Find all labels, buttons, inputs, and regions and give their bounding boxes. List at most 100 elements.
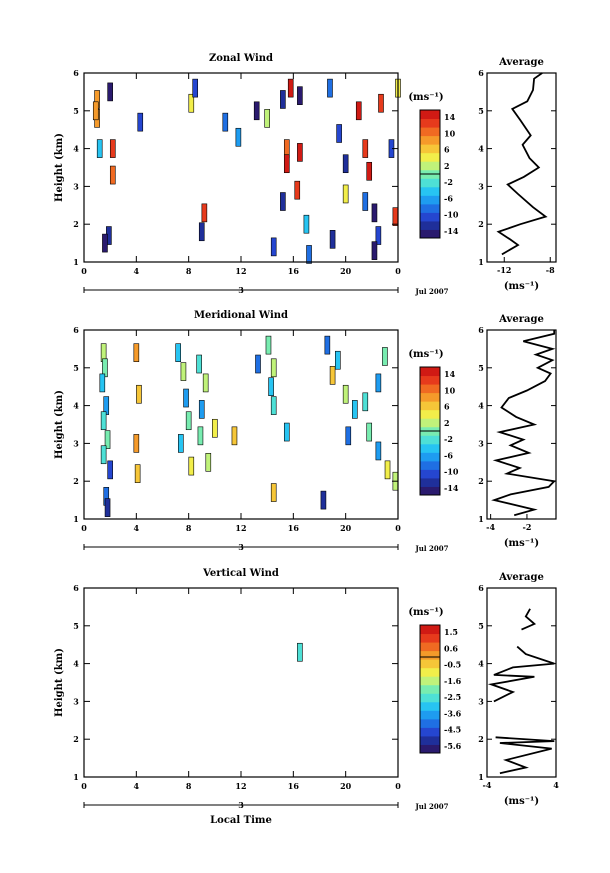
data-cell (294, 180, 301, 200)
colorbar-tick-label: -1.6 (444, 676, 462, 686)
y-tick-label: 3 (73, 438, 79, 448)
profile-line (491, 330, 557, 517)
profile-x-tick-label: 4 (553, 780, 559, 790)
x-tick-label: 0 (81, 781, 87, 791)
data-cell (375, 373, 382, 393)
average-profile: Average 1 2 3 4 5 6 -12 -8 (ms⁻¹) (478, 57, 557, 292)
colorbar-tick-label: -2.5 (444, 692, 461, 702)
data-cell (280, 192, 286, 211)
colorbar-swatch (420, 642, 440, 652)
colorbar-swatch (420, 676, 440, 686)
heatmap-cells (297, 642, 303, 662)
profile-y-tick-label: 3 (478, 181, 484, 191)
y-tick-label: 6 (73, 583, 79, 593)
colorbar-swatch (420, 220, 440, 230)
x-tick-label: 12 (235, 781, 246, 791)
profile-x-tick-label: -4 (483, 780, 492, 790)
colorbar-tick-label: 2 (444, 418, 450, 428)
colorbar-swatch (420, 161, 440, 171)
colorbar-tick-label: 6 (444, 402, 450, 412)
x-tick-label: 0 (395, 266, 401, 276)
data-cell (107, 460, 113, 480)
colorbar-swatch (420, 701, 440, 711)
x-tick-label: 0 (395, 781, 401, 791)
colorbar-swatch (420, 435, 440, 445)
data-cell (270, 358, 277, 378)
y-tick-label: 1 (73, 514, 79, 524)
colorbar-swatch (420, 718, 440, 728)
date-label: Jul 2007 (415, 544, 449, 553)
profile-frame (486, 72, 557, 263)
plot-frame (83, 329, 399, 520)
data-cell (134, 464, 141, 483)
colorbar-tick-label: 0.6 (444, 643, 458, 653)
colorbar-swatch (420, 710, 440, 720)
y-tick-label: 1 (73, 772, 79, 782)
profile-x-tick-label: -2 (523, 522, 532, 532)
average-profile: Average 1 2 3 4 5 6 -4 -2 (ms⁻¹) (478, 314, 557, 549)
data-cell (283, 154, 290, 174)
colorbar-swatch (420, 744, 440, 754)
data-cell (188, 456, 195, 476)
x-tick-label: 0 (81, 266, 87, 276)
colorbar-swatch (420, 693, 440, 703)
y-tick-label: 4 (73, 144, 79, 154)
colorbar-label: (ms⁻¹) (408, 349, 443, 360)
y-tick-label: 5 (73, 363, 79, 373)
data-cell (92, 101, 99, 121)
data-cell (133, 434, 140, 453)
profile-y-tick-label: 3 (478, 438, 484, 448)
data-cell (180, 362, 187, 381)
profile-y-tick-label: 6 (478, 583, 484, 593)
colorbar-swatch (420, 135, 440, 145)
profile-line (521, 608, 537, 631)
colorbar-tick-label: -10 (444, 467, 459, 477)
plot-frame (83, 72, 399, 263)
profile-y-tick-label: 2 (478, 734, 484, 744)
x-tick-label: 8 (186, 266, 192, 276)
data-cell (280, 90, 286, 109)
profile-line (487, 645, 555, 703)
colorbar-swatch (420, 460, 440, 470)
profile-y-tick-label: 4 (478, 659, 484, 669)
x-tick-label: 4 (134, 523, 140, 533)
data-cell (352, 400, 358, 419)
data-cell (366, 422, 373, 442)
data-cell (107, 82, 113, 102)
data-cell (201, 203, 208, 223)
colorbar-swatch (420, 486, 440, 496)
colorbar-label: (ms⁻¹) (408, 607, 443, 618)
data-cell (342, 154, 349, 174)
data-cell (196, 354, 202, 374)
data-cell (297, 143, 303, 162)
data-cell (345, 426, 352, 446)
data-cell (268, 377, 274, 397)
colorbar-swatch (420, 375, 440, 385)
data-cell (137, 112, 144, 132)
data-cell (362, 139, 369, 158)
data-cell (392, 207, 399, 226)
data-cell (378, 93, 384, 113)
colorbar-label: (ms⁻¹) (408, 92, 443, 103)
colorbar-tick-label: 6 (444, 145, 450, 155)
data-cell (253, 101, 260, 121)
colorbar-tick-label: 1.5 (444, 627, 458, 637)
y-tick-label: 2 (73, 734, 79, 744)
colorbar-swatch (420, 186, 440, 196)
x-tick-label: 4 (134, 266, 140, 276)
y-axis-label: Height (km) (54, 133, 65, 202)
data-cell (375, 226, 382, 245)
colorbar-frame (419, 624, 441, 754)
colorbar-swatch (420, 127, 440, 137)
data-cell (371, 241, 378, 260)
data-cell (102, 233, 108, 253)
profile-y-tick-label: 6 (478, 68, 484, 78)
colorbar-swatch (420, 469, 440, 479)
profile-frame (486, 329, 557, 520)
profile-line (496, 72, 548, 256)
x-tick-label: 20 (340, 523, 352, 533)
colorbar-swatch (420, 443, 440, 453)
data-cell (185, 411, 192, 431)
data-cell (197, 426, 204, 446)
